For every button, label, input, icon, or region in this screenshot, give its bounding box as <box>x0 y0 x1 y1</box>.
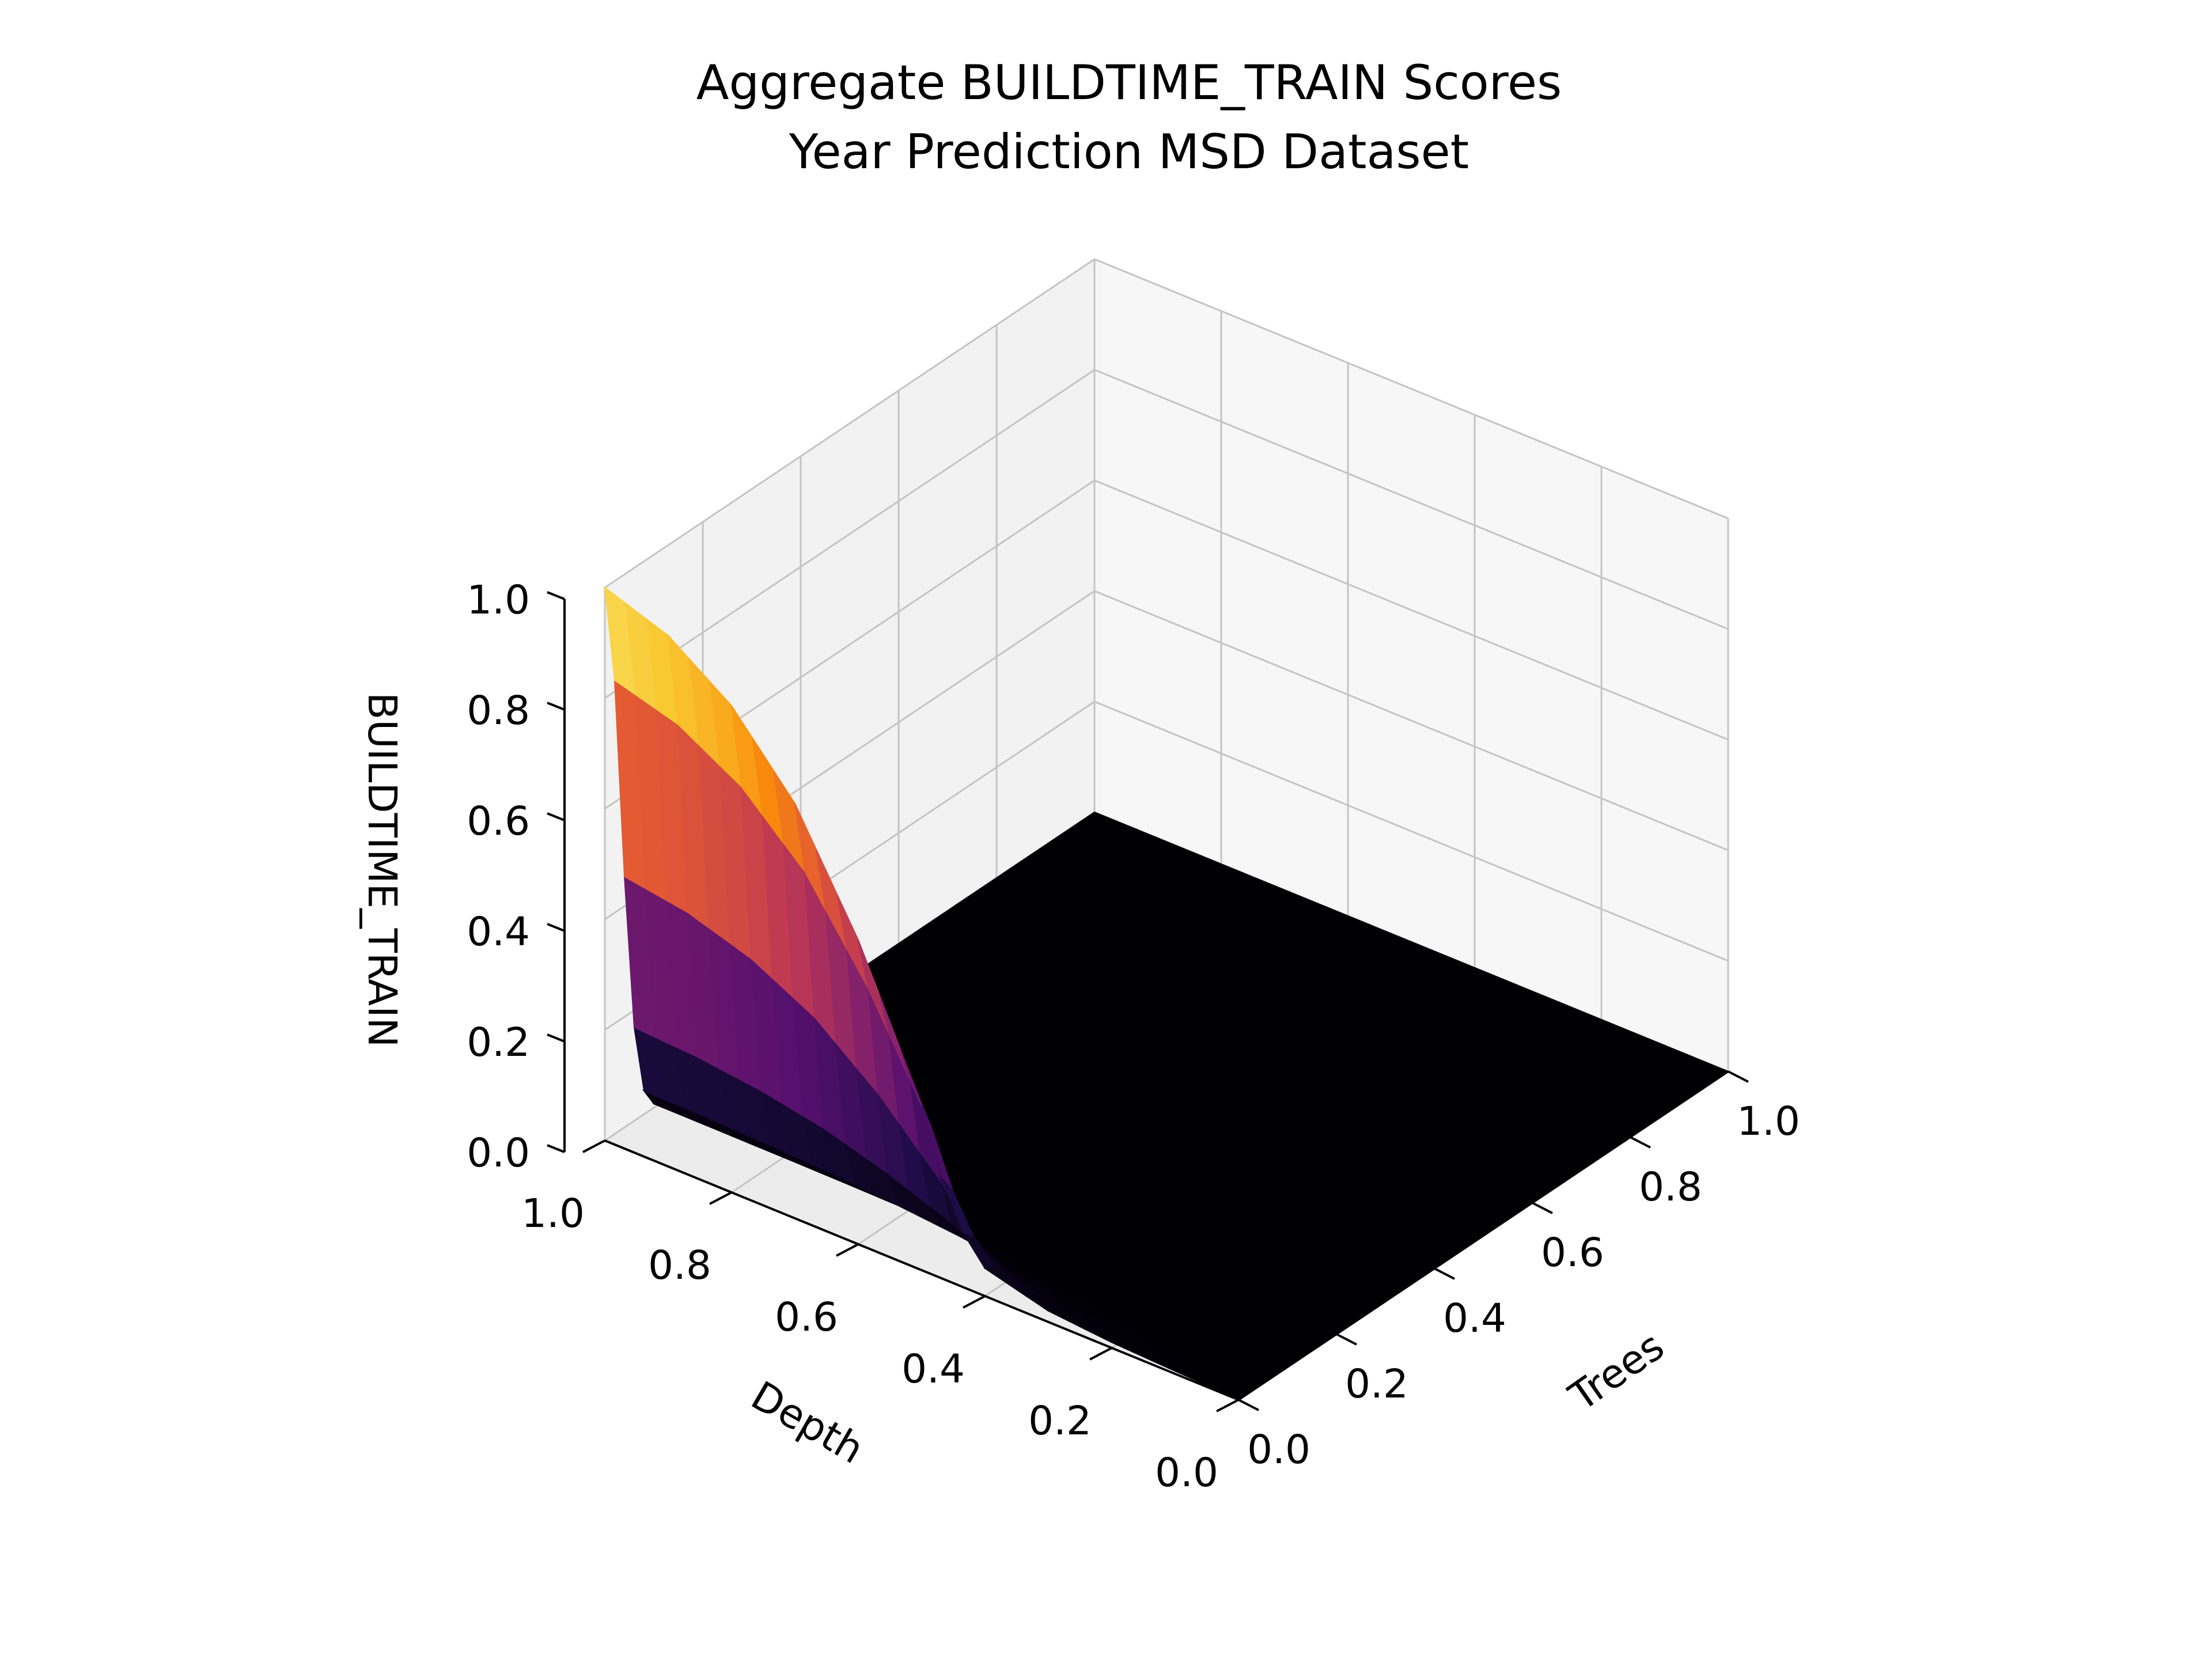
y-axis-label: Depth <box>743 1373 871 1473</box>
x-tick-mark <box>1630 1136 1651 1149</box>
x-axis-line <box>1237 1070 1729 1401</box>
x-axis-label: Trees <box>1560 1323 1672 1421</box>
axis-lines <box>563 599 1729 1401</box>
chart-title-line-2: Year Prediction MSD Dataset <box>789 124 1469 180</box>
x-tick-label: 0.2 <box>1345 1361 1408 1407</box>
z-tick-mark <box>547 1144 565 1153</box>
z-tick-mark <box>547 812 565 821</box>
x-tick-label: 0.4 <box>1443 1296 1506 1342</box>
tick-labels: 0.0 0.2 0.4 0.6 0.8 1.0 0.0 0.2 0.4 0.6 0.8 1.0 0.0 0… <box>467 577 1800 1496</box>
z-tick-label: 0.0 <box>467 1130 530 1176</box>
z-tick-mark <box>547 591 565 600</box>
surface-plot <box>604 586 1730 1401</box>
z-tick-label: 1.0 <box>467 577 530 623</box>
x-tick-label: 0.0 <box>1247 1427 1310 1473</box>
y-tick-mark <box>1089 1347 1112 1361</box>
x-tick-label: 0.6 <box>1541 1230 1604 1276</box>
grid-line <box>1094 258 1729 520</box>
z-axis-label: BUILDTIME_TRAIN <box>359 692 405 1047</box>
y-tick-label: 0.8 <box>648 1243 711 1289</box>
x-tick-mark <box>1434 1267 1455 1280</box>
x-tick-mark <box>1336 1333 1357 1346</box>
z-tick-mark <box>547 702 565 711</box>
y-tick-mark <box>1216 1399 1239 1412</box>
y-tick-label: 0.4 <box>902 1346 965 1392</box>
z-tick-label: 0.8 <box>467 688 530 734</box>
x-tick-label: 0.8 <box>1639 1164 1702 1210</box>
y-tick-mark <box>582 1139 605 1153</box>
grid-line <box>1094 479 1729 741</box>
y-tick-mark <box>709 1191 732 1205</box>
y-tick-label: 0.6 <box>775 1294 838 1340</box>
chart-title-line-1: Aggregate BUILDTIME_TRAIN Scores <box>696 55 1562 111</box>
grid-line <box>1094 369 1729 630</box>
z-tick-mark <box>547 923 565 932</box>
y-axis-line <box>604 1139 1239 1401</box>
y-tick-mark <box>963 1295 986 1309</box>
x-tick-mark <box>1728 1070 1749 1083</box>
z-tick-label: 0.6 <box>467 798 530 844</box>
grid-line <box>604 258 1095 589</box>
grid-line <box>1094 700 1729 962</box>
grid-line <box>604 369 1095 699</box>
x-tick-label: 1.0 <box>1737 1099 1800 1145</box>
z-tick-mark <box>547 1033 565 1043</box>
z-tick-label: 0.2 <box>467 1020 530 1066</box>
y-tick-label: 1.0 <box>521 1191 585 1237</box>
x-tick-mark <box>1238 1399 1259 1411</box>
z-tick-label: 0.4 <box>467 909 530 955</box>
grid-line <box>1094 590 1729 851</box>
x-tick-mark <box>1532 1202 1553 1214</box>
y-tick-mark <box>836 1243 859 1257</box>
y-tick-label: 0.2 <box>1028 1398 1092 1444</box>
y-tick-label: 0.0 <box>1155 1450 1218 1496</box>
